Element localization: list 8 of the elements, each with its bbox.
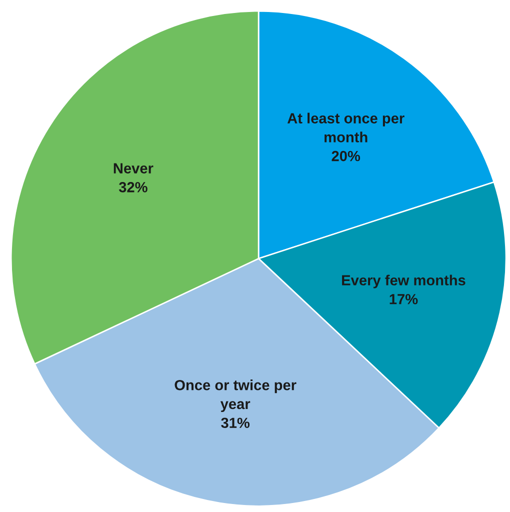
data-label: 20%	[332, 150, 360, 162]
data-label: 31%	[221, 418, 250, 428]
data-label: 32%	[118, 182, 148, 192]
slice-label: Every few months	[342, 274, 466, 288]
data-label: 17%	[390, 294, 418, 304]
slice-label: At least once per month	[287, 112, 404, 142]
slice-label: Never	[114, 163, 154, 174]
slice-label: Once or twice per year	[174, 380, 296, 412]
